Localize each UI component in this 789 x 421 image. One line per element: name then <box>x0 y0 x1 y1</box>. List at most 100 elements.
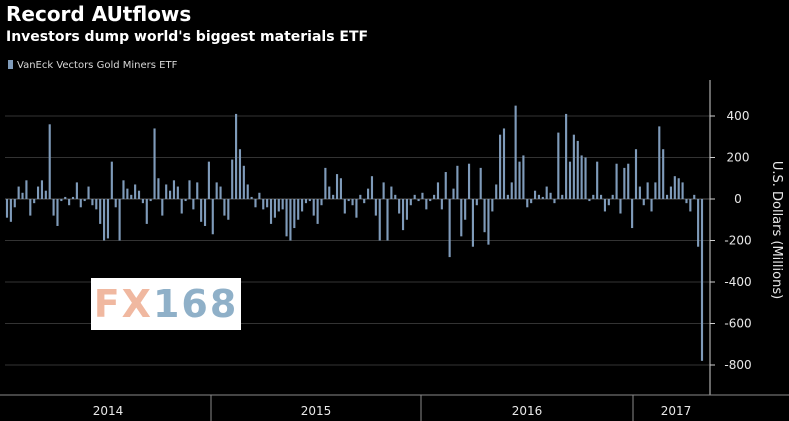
bar <box>464 199 467 220</box>
bar <box>584 157 587 199</box>
bar <box>269 199 273 224</box>
legend: VanEck Vectors Gold Miners ETF <box>8 60 177 71</box>
legend-swatch <box>8 60 13 69</box>
bar <box>324 167 327 200</box>
bar <box>537 194 540 199</box>
bar <box>502 128 506 199</box>
y-tick-label: -600 <box>724 317 751 331</box>
axes: 400 200 0 -200 -400 -600 -800 2014 2015 2016 2017 <box>0 80 789 421</box>
bar <box>382 182 385 199</box>
bar <box>17 186 20 199</box>
bar <box>200 199 203 222</box>
bar <box>665 194 669 199</box>
bar <box>363 199 366 204</box>
bar <box>634 149 638 199</box>
bar <box>467 163 471 199</box>
bar <box>192 199 195 210</box>
bar <box>122 180 125 199</box>
bar <box>642 199 645 206</box>
bar <box>293 199 296 229</box>
bar <box>87 186 90 199</box>
y-tick-label: 400 <box>727 109 750 123</box>
bar <box>332 194 335 199</box>
bar <box>118 199 121 241</box>
bar <box>697 199 700 247</box>
bar <box>165 184 168 199</box>
bar <box>565 113 568 199</box>
bar <box>320 199 323 206</box>
bar <box>669 186 673 199</box>
bar <box>599 194 603 199</box>
bar <box>40 180 44 199</box>
bar <box>530 199 533 204</box>
bar <box>211 199 214 235</box>
bar <box>596 161 599 199</box>
bar <box>580 155 583 199</box>
bar <box>149 199 152 202</box>
bar <box>514 105 517 200</box>
bar <box>203 199 207 226</box>
y-tick-label: 200 <box>727 151 750 165</box>
bar <box>246 184 249 199</box>
bar <box>603 199 607 212</box>
bar <box>650 199 653 212</box>
bar <box>615 163 618 199</box>
bar <box>71 196 75 199</box>
bar <box>262 199 265 210</box>
bar <box>60 199 63 202</box>
bar <box>196 182 199 199</box>
bar <box>607 199 610 206</box>
bar <box>425 199 428 210</box>
x-year-label: 2016 <box>512 404 543 418</box>
bar <box>359 194 362 199</box>
bar <box>693 194 696 199</box>
bar <box>673 176 676 199</box>
bar <box>114 199 117 208</box>
bar <box>9 199 12 222</box>
bar <box>638 186 641 199</box>
bar <box>631 199 634 229</box>
bar <box>33 199 36 204</box>
bar <box>685 199 688 204</box>
bar <box>545 186 548 199</box>
bar <box>662 149 665 199</box>
bar <box>526 199 529 208</box>
bar <box>553 199 556 204</box>
bar <box>335 174 339 199</box>
bar <box>285 199 288 237</box>
bar <box>250 196 253 199</box>
bar <box>471 199 474 247</box>
bar <box>436 182 440 199</box>
bar <box>398 199 401 214</box>
bar <box>611 194 614 199</box>
y-tick-label: -400 <box>724 275 751 289</box>
bar <box>491 199 494 212</box>
bar <box>153 128 156 199</box>
x-year-label: 2015 <box>301 404 332 418</box>
bar <box>339 178 342 199</box>
bar <box>308 199 311 202</box>
bar <box>134 184 137 199</box>
bar <box>277 199 280 212</box>
bar <box>592 194 595 199</box>
bar <box>370 176 374 199</box>
bar <box>347 199 350 202</box>
bar <box>409 199 412 206</box>
bar <box>207 161 210 199</box>
bar <box>235 113 238 199</box>
bar <box>141 199 144 204</box>
bar <box>386 199 389 241</box>
bar <box>13 199 16 208</box>
bar <box>378 199 381 241</box>
bar <box>561 194 564 199</box>
bar <box>479 167 482 200</box>
bar <box>258 192 261 199</box>
bar <box>52 199 55 216</box>
bar <box>157 178 160 199</box>
bar <box>328 186 331 199</box>
bar <box>79 199 82 208</box>
bar <box>654 182 657 199</box>
bar <box>433 194 436 199</box>
bar <box>421 192 424 199</box>
bar <box>254 199 257 208</box>
